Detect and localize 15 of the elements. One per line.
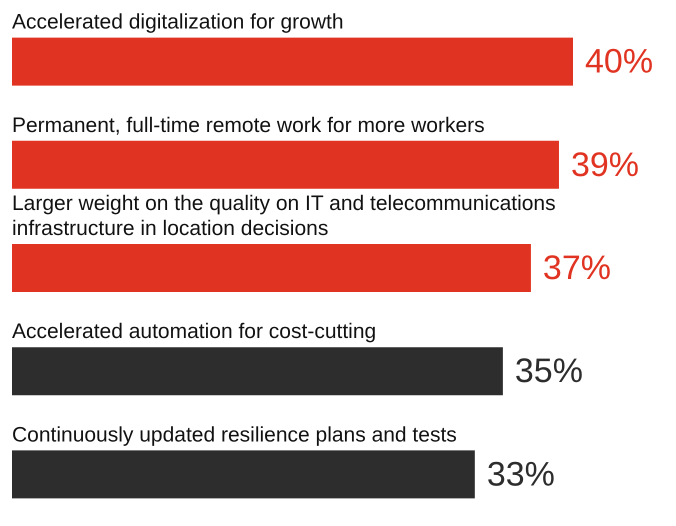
y-tick-label: Larger weight on the quality on IT and telecommunications infrastructure in location decisions	[12, 192, 562, 240]
y-tick-label: Accelerated automation for cost-cutting	[12, 320, 376, 344]
bar	[12, 347, 503, 396]
data-label: 37%	[542, 249, 611, 287]
data-label: 40%	[585, 42, 654, 81]
data-label: 39%	[570, 146, 640, 184]
bar	[12, 140, 559, 189]
y-tick-label: Permanent, full-time remote work for more workers	[12, 114, 485, 137]
bar	[12, 450, 475, 498]
bar	[12, 244, 531, 292]
data-label: 33%	[486, 455, 555, 494]
y-tick-label: Accelerated digitalization for growth	[12, 10, 344, 34]
y-tick-label: Continuously updated resilience plans and tests	[12, 423, 457, 446]
data-label: 35%	[514, 352, 583, 390]
bar	[12, 38, 573, 86]
